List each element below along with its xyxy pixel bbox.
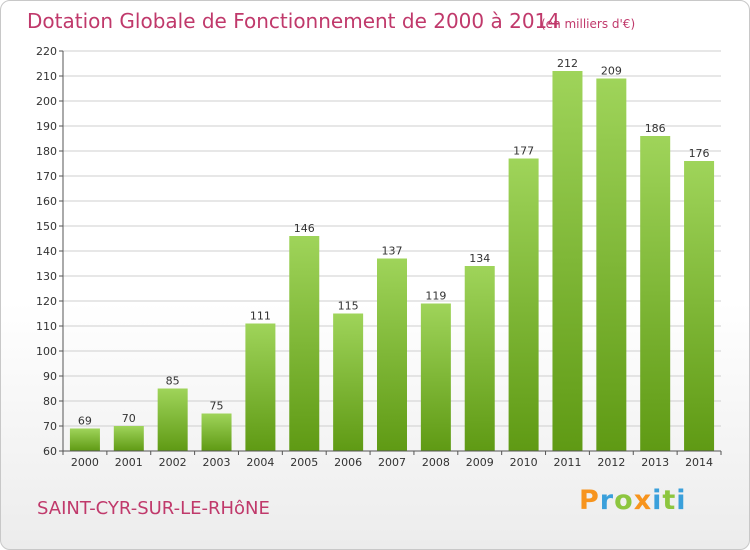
bar-value-label: 186: [645, 122, 666, 135]
bar: [684, 161, 715, 451]
x-tick-label: 2002: [159, 456, 187, 469]
chart-subtitle: (en milliers d'€): [541, 17, 636, 31]
logo-letter: i: [652, 485, 663, 516]
y-tick-label: 80: [43, 395, 57, 408]
bar-value-label: 137: [382, 245, 403, 258]
y-tick-label: 170: [36, 170, 57, 183]
y-tick-label: 160: [36, 195, 57, 208]
bar: [333, 313, 364, 451]
y-tick-label: 150: [36, 220, 57, 233]
x-tick-label: 2013: [641, 456, 669, 469]
x-tick-label: 2001: [115, 456, 143, 469]
x-tick-label: 2007: [378, 456, 406, 469]
x-tick-label: 2006: [334, 456, 362, 469]
bar-value-label: 177: [513, 145, 534, 158]
bar-value-label: 75: [210, 400, 224, 413]
chart-title: Dotation Globale de Fonctionnement de 20…: [27, 9, 560, 33]
y-tick-label: 110: [36, 320, 57, 333]
axes: 60 70 80 90 100 110 120 130 140 150 160 170 180 190 20…: [36, 45, 722, 469]
bar-value-label: 70: [122, 412, 136, 425]
bar: [377, 258, 407, 451]
x-tick-label: 2012: [597, 456, 625, 469]
y-tick-label: 190: [36, 120, 57, 133]
bar: [596, 78, 627, 451]
logo-letter: P: [579, 485, 600, 516]
x-tick-label: 2005: [290, 456, 318, 469]
x-tick-label: 2008: [422, 456, 450, 469]
bar: [201, 413, 232, 451]
x-tick-label: 2010: [510, 456, 538, 469]
y-tick-label: 210: [36, 70, 57, 83]
logo-letter: o: [614, 485, 634, 516]
bar: [508, 158, 539, 451]
bar-value-label: 119: [425, 290, 446, 303]
y-tick-label: 90: [43, 370, 57, 383]
logo-letter: i: [676, 485, 687, 516]
bar: [640, 136, 671, 451]
bar: [289, 236, 320, 451]
y-tick-label: 120: [36, 295, 57, 308]
x-tick-label: 2004: [246, 456, 274, 469]
x-tick-label: 2003: [203, 456, 231, 469]
x-tick-label: 2014: [685, 456, 713, 469]
logo-letter: r: [599, 485, 615, 516]
x-tick-label: 2011: [553, 456, 581, 469]
bar: [113, 426, 144, 451]
bar-value-label: 134: [469, 252, 490, 265]
bar-value-label: 209: [601, 65, 622, 78]
bar: [420, 303, 451, 451]
y-tick-label: 70: [43, 420, 57, 433]
proxiti-logo: Proxiti: [579, 485, 687, 516]
bar: [245, 323, 276, 451]
bar-value-label: 85: [166, 375, 180, 388]
bar-value-label: 212: [557, 57, 578, 70]
bar: [464, 266, 495, 451]
y-tick-label: 180: [36, 145, 57, 158]
bar: [157, 388, 188, 451]
y-tick-label: 100: [36, 345, 57, 358]
y-tick-label: 130: [36, 270, 57, 283]
x-tick-label: 2000: [71, 456, 99, 469]
bar-value-label: 146: [294, 222, 315, 235]
y-tick-label: 140: [36, 245, 57, 258]
y-tick-label: 220: [36, 45, 57, 58]
y-tick-label: 60: [43, 445, 57, 458]
bar-value-label: 111: [250, 310, 271, 323]
y-tick-label: 200: [36, 95, 57, 108]
city-name: SAINT-CYR-SUR-LE-RHôNE: [37, 498, 270, 519]
x-tick-label: 2009: [466, 456, 494, 469]
bar-value-label: 176: [689, 147, 710, 160]
bars: 69 70 85 75 111 146 115 137 119 134 177 212 209 186 17…: [69, 57, 715, 451]
logo-letter: x: [633, 485, 653, 516]
bar: [552, 71, 583, 451]
bar-value-label: 115: [338, 300, 359, 313]
bar-value-label: 69: [78, 415, 92, 428]
logo-letter: t: [662, 485, 677, 516]
bar: [69, 428, 100, 451]
